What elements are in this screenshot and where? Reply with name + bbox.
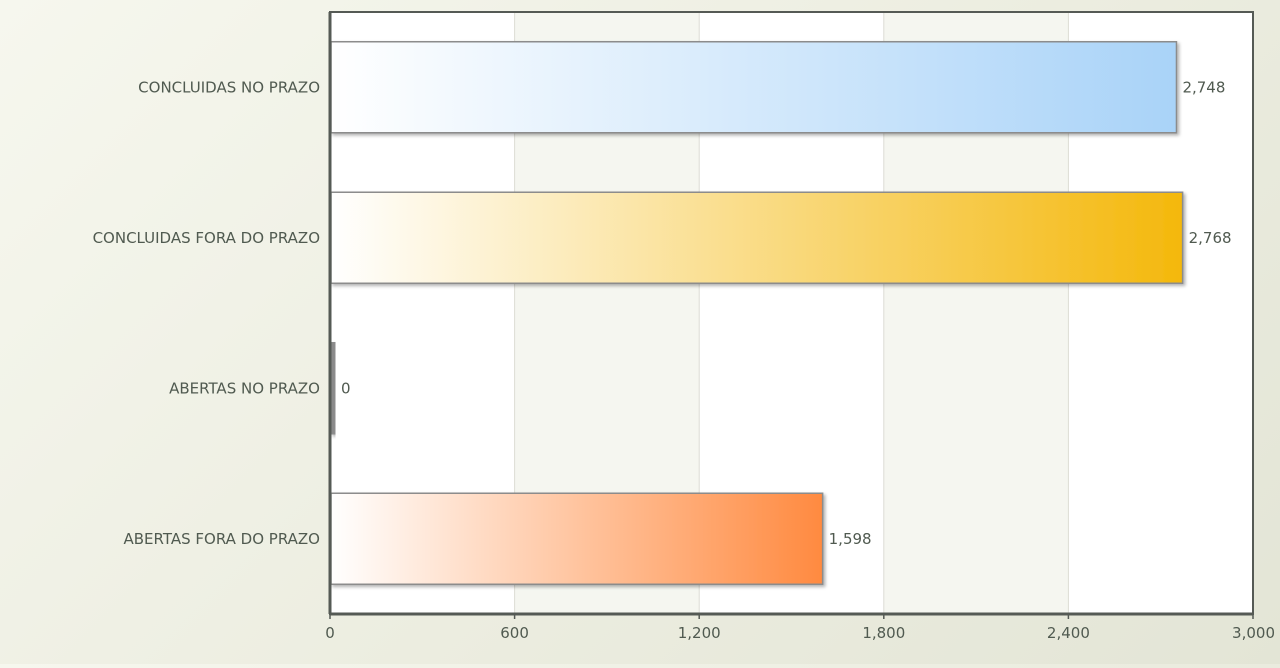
x-tick-label: 1,800 <box>862 624 905 642</box>
x-tick-label: 1,200 <box>678 624 721 642</box>
bar-0[interactable] <box>331 42 1176 133</box>
bar-3[interactable] <box>331 493 823 584</box>
category-label: CONCLUIDAS FORA DO PRAZO <box>93 229 320 247</box>
x-tick-label: 2,400 <box>1047 624 1090 642</box>
bar-1[interactable] <box>331 192 1183 283</box>
category-label: ABERTAS FORA DO PRAZO <box>123 530 320 548</box>
x-axis-ticks: 0 600 1,200 1,800 2,400 3,000 <box>325 614 1275 642</box>
category-label: CONCLUIDAS NO PRAZO <box>138 78 320 96</box>
category-label: ABERTAS NO PRAZO <box>169 379 320 397</box>
bar-2[interactable] <box>331 343 335 434</box>
category-labels: CONCLUIDAS NO PRAZO CONCLUIDAS FORA DO PR… <box>93 78 320 548</box>
x-tick-label: 3,000 <box>1232 624 1275 642</box>
value-label: 2,768 <box>1189 229 1232 247</box>
x-tick-label: 0 <box>325 624 335 642</box>
value-label: 2,748 <box>1182 78 1225 96</box>
x-tick-label: 600 <box>500 624 529 642</box>
value-label: 1,598 <box>829 530 872 548</box>
value-label: 0 <box>341 379 351 397</box>
